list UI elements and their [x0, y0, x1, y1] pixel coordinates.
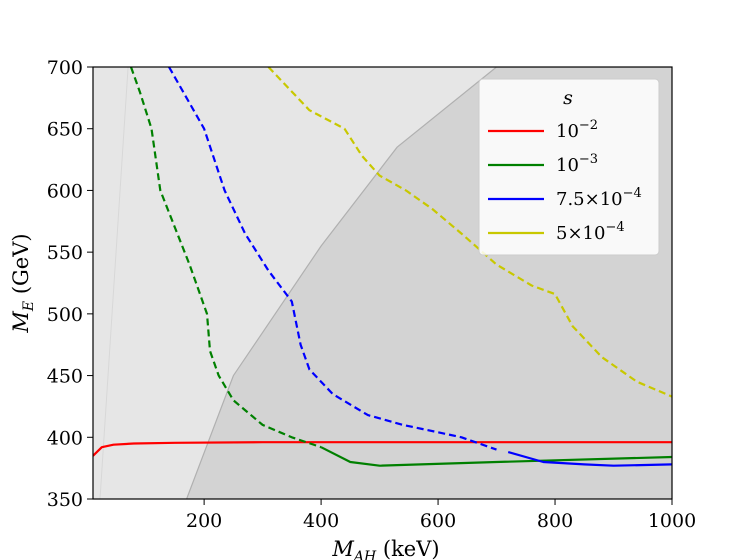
plot-frame [92, 66, 673, 500]
x-tick-label: 600 [420, 510, 456, 532]
legend-label: 10−3 [556, 152, 598, 176]
legend-label: 10−2 [556, 118, 598, 142]
y-tick-label: 350 [47, 489, 83, 511]
x-axis: 200 400 600 800 1000 [186, 499, 696, 532]
series-line-2-0 [168, 67, 497, 451]
light-region-boundary [99, 67, 129, 499]
y-tick-label: 700 [47, 57, 83, 79]
y-tick-label: 400 [47, 427, 83, 449]
region-light-excluded [93, 67, 129, 499]
series-line-2-1 [507, 451, 672, 467]
legend-label: 7.5×10−4 [556, 186, 642, 210]
series-line-0-0 [93, 441, 672, 457]
legend: s 10−2 10−3 7.5×10−4 5×10−4 [478, 78, 660, 256]
x-axis-label: MAH (keV) [331, 537, 439, 560]
y-tick-label: 500 [47, 304, 83, 326]
legend-box [478, 78, 660, 256]
y-axis: 350 400 450 500 550 600 650 700 [47, 57, 93, 511]
dark-region-boundary [186, 67, 672, 499]
x-tick-label: 1000 [648, 510, 696, 532]
series-line-1-0 [129, 67, 322, 449]
x-tick-label: 200 [186, 510, 222, 532]
y-tick-label: 600 [47, 180, 83, 202]
y-tick-label: 650 [47, 119, 83, 141]
y-axis-label: ME (GeV) [9, 233, 37, 333]
x-tick-label: 800 [537, 510, 573, 532]
series-line-3-0 [267, 67, 672, 398]
legend-label: 5×10−4 [556, 220, 625, 244]
y-tick-label: 450 [47, 366, 83, 388]
x-tick-label: 400 [303, 510, 339, 532]
series-line-1-1 [320, 446, 672, 467]
series-layer [93, 67, 672, 467]
legend-title: s [563, 87, 573, 109]
y-tick-label: 550 [47, 242, 83, 264]
